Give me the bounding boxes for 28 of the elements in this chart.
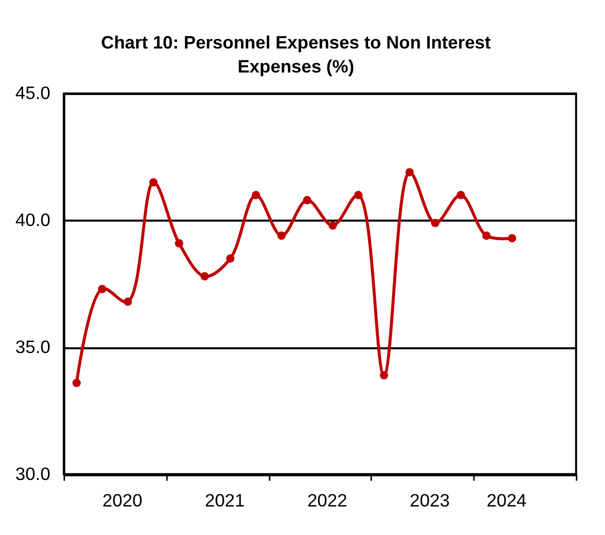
x-tick-label: 2022 [307, 490, 348, 511]
x-tick-label: 2020 [102, 490, 142, 511]
point [98, 284, 106, 294]
point [328, 221, 337, 230]
y-tick-label: 45.0 [15, 83, 50, 104]
chart-title: Chart 10: Personnel Expenses to Non Interest Expenses (%) [101, 32, 491, 77]
point [200, 272, 209, 280]
point [456, 190, 465, 200]
point [482, 232, 491, 240]
x-tick-label: 2023 [410, 490, 450, 511]
point [380, 371, 388, 380]
y-tick-label: 35.0 [15, 336, 50, 357]
y-tick-label: 30.0 [15, 464, 50, 484]
point [174, 239, 184, 248]
y-tick-label: 40.0 [15, 210, 50, 230]
x-tick-label: 2021 [204, 490, 245, 511]
point [72, 378, 81, 388]
point [405, 168, 414, 176]
point [124, 298, 132, 306]
point [302, 196, 312, 204]
point [252, 190, 260, 200]
x-tick-label: 2024 [486, 490, 527, 511]
point [508, 234, 516, 242]
point [226, 254, 234, 263]
point [277, 232, 286, 240]
point [431, 218, 440, 228]
point [354, 190, 363, 200]
point [149, 178, 158, 187]
